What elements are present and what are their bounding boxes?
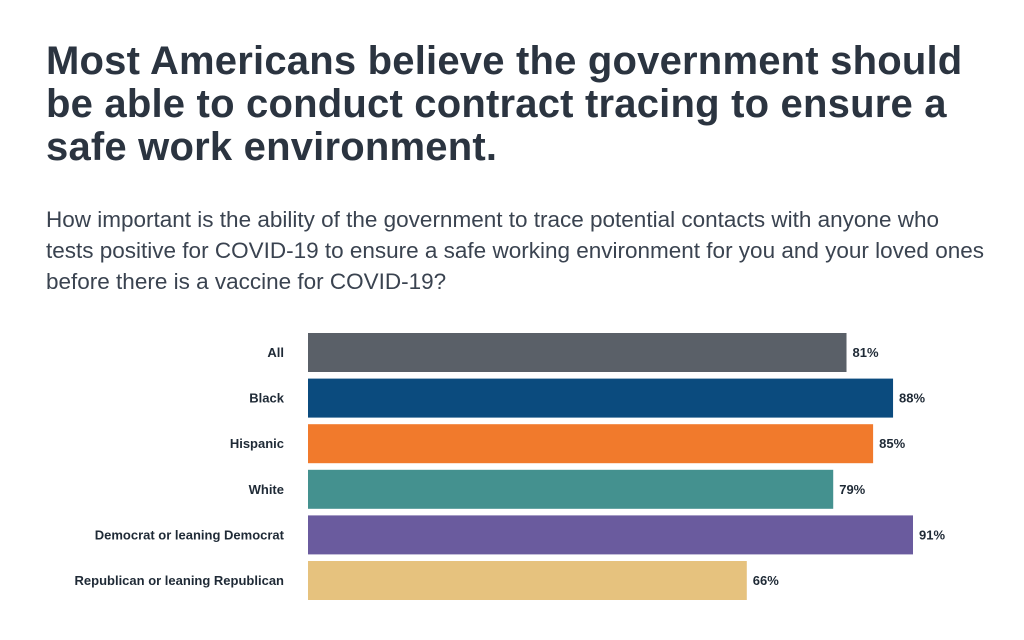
bar [308, 561, 747, 600]
category-label: All [267, 345, 284, 360]
value-label: 85% [879, 436, 905, 451]
value-label: 88% [899, 391, 925, 406]
category-label: Democrat or leaning Democrat [95, 527, 285, 542]
bar [308, 424, 874, 464]
survey-question: How important is the ability of the gove… [46, 207, 984, 294]
bar [308, 378, 894, 418]
bar-row: All 81% [267, 333, 879, 372]
bar-row: Republican or leaning Republican 66% [75, 561, 779, 600]
bar-row: Black 88% [249, 378, 926, 418]
category-label: Republican or leaning Republican [75, 573, 285, 588]
bar [308, 333, 847, 372]
category-label: Black [249, 391, 284, 406]
value-label: 91% [919, 527, 945, 542]
value-label: 79% [839, 482, 865, 497]
bar-row: Hispanic 85% [230, 424, 906, 464]
chart-title: Most Americans believe the government sh… [46, 39, 963, 169]
bar-row: Democrat or leaning Democrat 91% [95, 515, 945, 555]
bar [308, 469, 834, 509]
category-label: Hispanic [230, 436, 284, 451]
category-label: White [249, 482, 284, 497]
value-label: 81% [853, 345, 879, 360]
bar-row: White 79% [249, 469, 866, 509]
bar [308, 515, 913, 555]
bars-layer: All 81% Black 88% Hispanic 85% White 79% Democra… [75, 333, 945, 600]
value-label: 66% [753, 573, 779, 588]
